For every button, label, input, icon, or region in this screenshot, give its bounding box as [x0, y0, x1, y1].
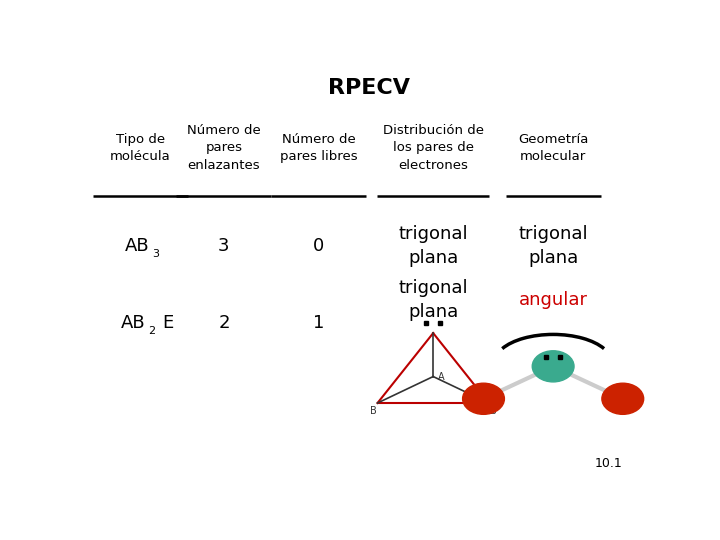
Circle shape — [602, 383, 644, 414]
Text: B: B — [490, 406, 497, 416]
Text: 2: 2 — [148, 326, 155, 336]
Text: 3: 3 — [218, 237, 230, 255]
Text: Número de
pares libres: Número de pares libres — [280, 133, 358, 163]
Text: Distribución de
los pares de
electrones: Distribución de los pares de electrones — [382, 124, 484, 172]
Text: trigonal
plana: trigonal plana — [518, 225, 588, 267]
Text: 2: 2 — [218, 314, 230, 332]
Text: trigonal
plana: trigonal plana — [398, 225, 468, 267]
Text: A: A — [438, 372, 444, 382]
Text: 1: 1 — [313, 314, 325, 332]
Text: Geometría
molecular: Geometría molecular — [518, 133, 588, 163]
Text: trigonal
plana: trigonal plana — [398, 279, 468, 321]
Text: RPECV: RPECV — [328, 78, 410, 98]
Text: Tipo de
molécula: Tipo de molécula — [110, 133, 171, 163]
Circle shape — [463, 383, 505, 414]
Text: AB: AB — [121, 314, 146, 332]
Text: angular: angular — [518, 291, 588, 309]
Text: 3: 3 — [152, 249, 159, 259]
Text: 0: 0 — [313, 237, 325, 255]
Circle shape — [532, 351, 574, 382]
Text: B: B — [369, 406, 377, 416]
Text: AB: AB — [125, 237, 150, 255]
Text: Número de
pares
enlazantes: Número de pares enlazantes — [187, 124, 261, 172]
Text: 10.1: 10.1 — [595, 457, 623, 470]
Text: E: E — [163, 314, 174, 332]
